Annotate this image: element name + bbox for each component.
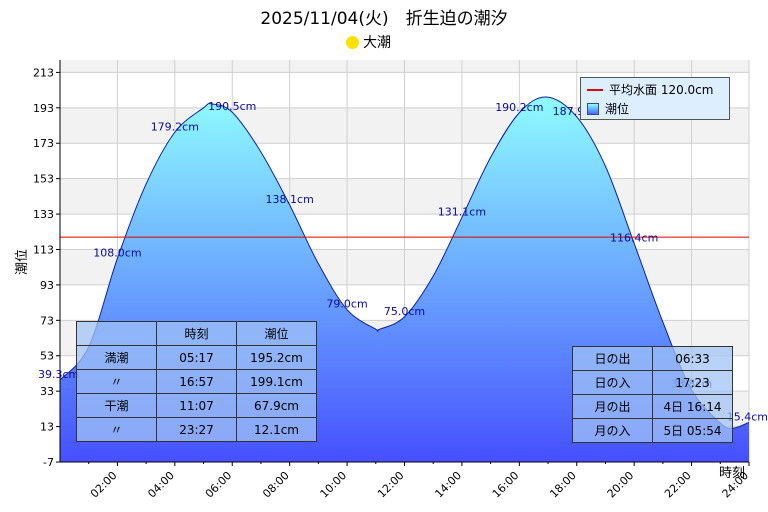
y-tick-label: 193 (33, 102, 54, 115)
tide-table: 時刻 潮位 満潮 05:17 195.2cm 〃 16:57 199.1cm 干… (76, 321, 317, 442)
data-label: 75.0cm (384, 305, 425, 318)
x-tick-label: 20:00 (605, 469, 637, 501)
x-tick-label: 06:00 (203, 469, 235, 501)
sun-dot-icon (346, 35, 359, 49)
table-row: 月の入 5日 05:54 (572, 418, 733, 443)
table-cell: 11:07 (156, 393, 237, 418)
tide-swatch (587, 102, 599, 115)
x-tick-label: 10:00 (318, 469, 350, 501)
data-label: 190.2cm (495, 101, 543, 114)
chart-title: 2025/11/04(火) 折生迫の潮汐 (260, 9, 508, 29)
table-row: 〃 23:27 12.1cm (76, 417, 317, 442)
table-header-cell: 潮位 (236, 321, 317, 346)
x-tick-label: 04:00 (145, 469, 177, 501)
legend-tide: 潮位 (581, 99, 729, 118)
mean-line-swatch (587, 88, 603, 91)
table-row: 日の出 06:33 (572, 346, 733, 371)
table-cell: 〃 (76, 417, 157, 442)
table-cell: 199.1cm (236, 369, 317, 394)
x-tick-label: 16:00 (490, 469, 522, 501)
table-cell: 12.1cm (236, 417, 317, 442)
legend-mean-label: 平均水面 120.0cm (609, 83, 714, 97)
y-tick-label: 33 (40, 385, 54, 398)
y-tick-label: 213 (33, 66, 54, 79)
sun-moon-table: 日の出 06:33 日の入 17:23 月の出 4日 16:14 月の入 5日 … (572, 346, 733, 443)
y-tick-label: 153 (33, 173, 54, 186)
table-header-cell (76, 321, 157, 346)
table-header-row: 時刻 潮位 (76, 321, 317, 346)
y-tick-label: 173 (33, 137, 54, 150)
table-cell: 日の入 (572, 370, 653, 395)
table-cell: 05:17 (156, 345, 237, 370)
legend: 平均水面 120.0cm 潮位 (580, 77, 730, 120)
data-label: 39.3cm (38, 368, 79, 381)
tide-type-label: 大潮 (363, 35, 391, 51)
x-tick-label: 08:00 (260, 469, 292, 501)
table-cell: 5日 05:54 (652, 418, 733, 443)
table-cell: 17:23 (652, 370, 733, 395)
table-header-cell: 時刻 (156, 321, 237, 346)
table-cell: 干潮 (76, 393, 157, 418)
table-cell: 16:57 (156, 369, 237, 394)
table-cell: 満潮 (76, 345, 157, 370)
table-cell: 67.9cm (236, 393, 317, 418)
legend-tide-label: 潮位 (605, 102, 630, 116)
data-label: 108.0cm (93, 246, 141, 259)
y-axis-label: 潮位 (15, 249, 30, 275)
table-cell: 4日 16:14 (652, 394, 733, 419)
x-tick-label: 22:00 (662, 469, 694, 501)
table-row: 満潮 05:17 195.2cm (76, 345, 317, 370)
table-cell: 〃 (76, 369, 157, 394)
x-tick-label: 12:00 (375, 469, 407, 501)
legend-mean: 平均水面 120.0cm (581, 80, 729, 99)
table-row: 月の出 4日 16:14 (572, 394, 733, 419)
data-label: 190.5cm (208, 100, 256, 113)
y-tick-label: 113 (33, 243, 54, 256)
table-cell: 日の出 (572, 346, 653, 371)
tide-type: 大潮 (346, 32, 391, 52)
data-label: 79.0cm (326, 298, 367, 311)
y-tick-label: 13 (40, 421, 54, 434)
y-tick-label: -7 (43, 456, 54, 469)
x-tick-label: 18:00 (547, 469, 579, 501)
y-tick-label: 133 (33, 208, 54, 221)
table-cell: 月の出 (572, 394, 653, 419)
data-label: 179.2cm (151, 120, 199, 133)
table-cell: 06:33 (652, 346, 733, 371)
data-label: 116.4cm (610, 231, 658, 244)
table-row: 日の入 17:23 (572, 370, 733, 395)
table-cell: 23:27 (156, 417, 237, 442)
y-tick-label: 53 (40, 350, 54, 363)
table-row: 〃 16:57 199.1cm (76, 369, 317, 394)
table-row: 干潮 11:07 67.9cm (76, 393, 317, 418)
x-tick-label: 14:00 (432, 469, 464, 501)
y-tick-label: 73 (40, 314, 54, 327)
x-tick-label: 02:00 (88, 469, 120, 501)
y-tick-label: 93 (40, 279, 54, 292)
x-axis-label: 時刻 (719, 466, 745, 481)
table-cell: 195.2cm (236, 345, 317, 370)
tide-curve (59, 96, 750, 429)
table-cell: 月の入 (572, 418, 653, 443)
data-label: 15.4cm (727, 410, 768, 423)
data-label: 131.1cm (438, 205, 486, 218)
data-label: 138.1cm (266, 193, 314, 206)
